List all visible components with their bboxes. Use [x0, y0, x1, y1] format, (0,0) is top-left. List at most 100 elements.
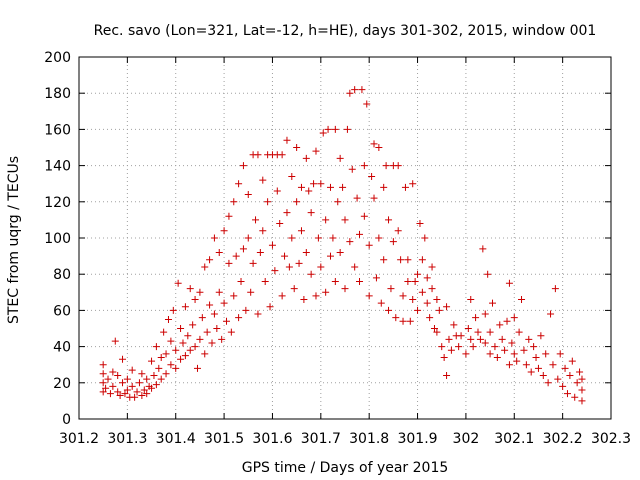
- data-point: [360, 212, 368, 220]
- data-point: [283, 209, 291, 217]
- data-point: [414, 306, 422, 314]
- data-point: [404, 277, 412, 285]
- data-point: [561, 364, 569, 372]
- data-point: [539, 372, 547, 380]
- data-point: [186, 285, 194, 293]
- data-point: [363, 100, 371, 108]
- data-point: [319, 129, 327, 137]
- data-point: [148, 384, 156, 392]
- data-point: [104, 375, 112, 383]
- data-point: [123, 386, 131, 394]
- data-point: [341, 285, 349, 293]
- data-point: [206, 256, 214, 264]
- data-point: [254, 151, 262, 159]
- data-point: [505, 279, 513, 287]
- data-point: [479, 245, 487, 253]
- data-point: [522, 361, 530, 369]
- data-point: [399, 292, 407, 300]
- data-point: [239, 162, 247, 170]
- data-point: [181, 352, 189, 360]
- x-tick-label: 301.3: [107, 431, 147, 447]
- data-point: [554, 375, 562, 383]
- data-point: [331, 125, 339, 133]
- data-point: [152, 343, 160, 351]
- y-tick-label: 80: [53, 267, 71, 283]
- chart-title: Rec. savo (Lon=321, Lat=-12, h=HE), days…: [94, 23, 597, 39]
- data-point: [273, 187, 281, 195]
- y-tick-label: 180: [44, 86, 71, 102]
- data-point: [385, 306, 393, 314]
- data-point: [409, 180, 417, 188]
- data-point: [394, 162, 402, 170]
- data-point: [227, 328, 235, 336]
- data-point: [297, 227, 305, 235]
- data-point: [462, 350, 470, 358]
- data-point: [510, 314, 518, 322]
- grid: [79, 57, 611, 419]
- data-point: [264, 198, 272, 206]
- data-point: [346, 89, 354, 97]
- data-point: [467, 335, 475, 343]
- data-point: [201, 263, 209, 271]
- data-point: [215, 288, 223, 296]
- data-point: [111, 337, 119, 345]
- data-point: [143, 375, 151, 383]
- data-point: [411, 277, 419, 285]
- data-point: [549, 361, 557, 369]
- data-point: [169, 306, 177, 314]
- data-point: [329, 234, 337, 242]
- data-point: [423, 274, 431, 282]
- data-point: [556, 350, 564, 358]
- data-point: [259, 176, 267, 184]
- data-point: [143, 390, 151, 398]
- data-point: [317, 263, 325, 271]
- data-point: [312, 292, 320, 300]
- data-point: [155, 364, 163, 372]
- data-point: [184, 332, 192, 340]
- data-point: [278, 151, 286, 159]
- data-point: [220, 299, 228, 307]
- data-point: [196, 335, 204, 343]
- data-point: [336, 248, 344, 256]
- data-point: [387, 285, 395, 293]
- data-point: [297, 183, 305, 191]
- data-point: [123, 375, 131, 383]
- data-point: [140, 386, 148, 394]
- data-point: [288, 172, 296, 180]
- data-point: [568, 357, 576, 365]
- data-point: [302, 154, 310, 162]
- data-point: [544, 379, 552, 387]
- x-tick-label: 302.3: [591, 431, 631, 447]
- data-point: [467, 296, 475, 304]
- data-point: [128, 366, 136, 374]
- data-point: [339, 183, 347, 191]
- data-point: [537, 332, 545, 340]
- x-tick-label: 302.1: [494, 431, 534, 447]
- data-point: [317, 180, 325, 188]
- data-point: [476, 335, 484, 343]
- data-point: [288, 234, 296, 242]
- data-point: [106, 390, 114, 398]
- data-point: [356, 230, 364, 238]
- data-point: [501, 346, 509, 354]
- data-point: [578, 386, 586, 394]
- data-point: [114, 388, 122, 396]
- data-point: [445, 335, 453, 343]
- x-tick-label: 301.8: [349, 431, 389, 447]
- data-point: [177, 355, 185, 363]
- data-point: [534, 364, 542, 372]
- data-point: [191, 296, 199, 304]
- data-point: [380, 256, 388, 264]
- data-point: [493, 353, 501, 361]
- data-point: [162, 370, 170, 378]
- data-point: [409, 296, 417, 304]
- data-point: [293, 198, 301, 206]
- x-tick-label: 302: [453, 431, 480, 447]
- data-point: [365, 292, 373, 300]
- y-tick-label: 20: [53, 376, 71, 392]
- data-point: [210, 234, 218, 242]
- data-point: [358, 86, 366, 94]
- data-point: [433, 328, 441, 336]
- x-tick-label: 301.6: [252, 431, 292, 447]
